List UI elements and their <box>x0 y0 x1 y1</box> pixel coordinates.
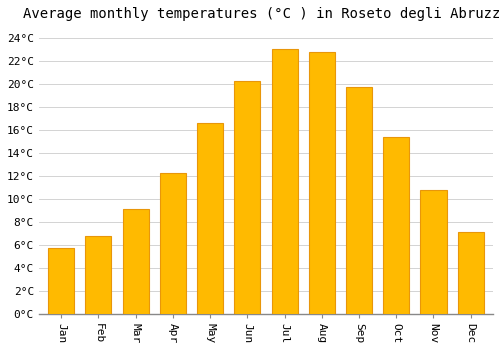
Bar <box>122 209 148 314</box>
Title: Average monthly temperatures (°C ) in Roseto degli Abruzzi: Average monthly temperatures (°C ) in Ro… <box>23 7 500 21</box>
Bar <box>48 248 74 314</box>
Bar <box>160 174 186 314</box>
Bar <box>383 137 409 314</box>
Bar <box>458 232 483 314</box>
Bar <box>272 49 297 314</box>
Bar <box>420 190 446 314</box>
Bar <box>346 87 372 314</box>
Bar <box>86 236 112 314</box>
Bar <box>234 82 260 314</box>
Bar <box>197 123 223 314</box>
Bar <box>308 51 335 314</box>
